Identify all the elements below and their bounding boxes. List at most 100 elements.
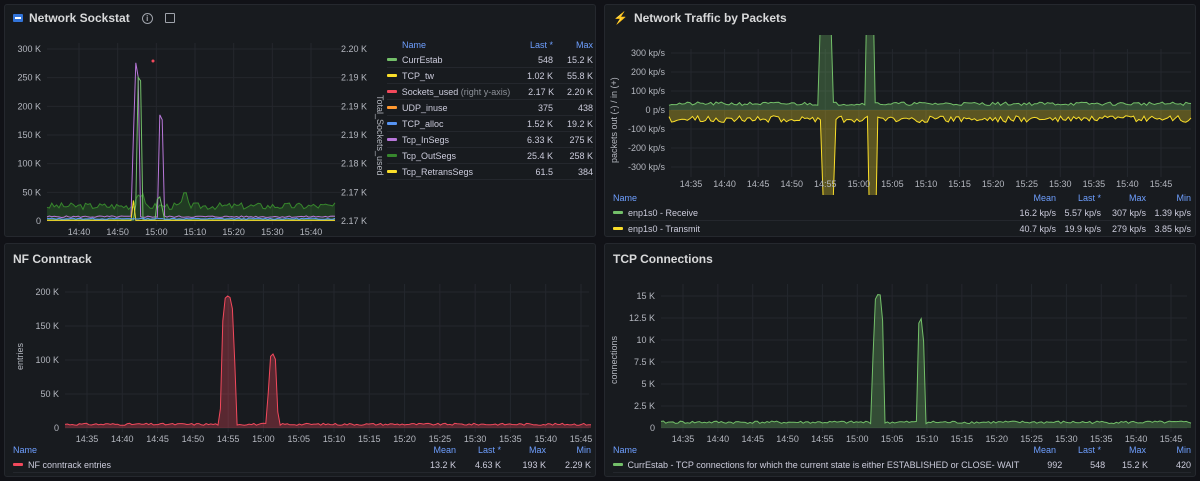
legend-row[interactable]: CurrEstab - TCP connections for which th… xyxy=(613,457,1191,473)
x-tick-label: 14:40 xyxy=(707,434,730,444)
legend-row[interactable]: UDP_inuse 375 438 xyxy=(387,100,593,116)
y-tick-label: 0 xyxy=(54,423,59,433)
y-tick-label: 300 K xyxy=(17,44,41,54)
legend-header-name[interactable]: Name xyxy=(613,444,638,455)
x-tick-label: 15:15 xyxy=(951,434,974,444)
legend-row[interactable]: enp1s0 - Receive 16.2 kp/s 5.57 kp/s 307 kp… xyxy=(613,205,1191,221)
x-tick-label: 14:35 xyxy=(680,179,703,189)
legend-mean: 992 xyxy=(1047,459,1063,470)
legend-header-name[interactable]: Name xyxy=(613,192,638,203)
series-swatch xyxy=(387,58,397,61)
x-tick-label: 15:45 xyxy=(1160,434,1183,444)
x-tick-label: 15:00 xyxy=(252,434,275,444)
legend-header-max[interactable]: Max xyxy=(1128,444,1146,455)
legend-header-max[interactable]: Max xyxy=(528,444,546,455)
legend-header-min[interactable]: Min xyxy=(1176,192,1191,203)
info-icon[interactable]: i xyxy=(141,12,153,24)
legend-header-max[interactable]: Max xyxy=(575,39,593,50)
tcp-graph[interactable]: 15 K 12.5 K 10 K 7.5 K 5 K 2.5 K 0 14:35 14:40 1… xyxy=(605,274,1195,444)
legend-header-last[interactable]: Last * xyxy=(529,39,553,50)
x-tick-label: 15:00 xyxy=(848,179,871,189)
panel-title[interactable]: NF Conntrack xyxy=(13,252,92,266)
legend-min: 2.29 K xyxy=(564,459,591,470)
x-tick-label: 15:25 xyxy=(1015,179,1038,189)
legend-header-last[interactable]: Last * xyxy=(1077,444,1101,455)
y-tick-label: 50 K xyxy=(22,187,41,197)
document-icon[interactable] xyxy=(164,13,175,23)
legend-row[interactable]: TCP_tw 1.02 K 55.8 K xyxy=(387,68,593,84)
series-swatch xyxy=(613,227,623,230)
legend-max: 2.20 K xyxy=(566,86,594,97)
x-tick-label: 15:30 xyxy=(464,434,487,444)
legend-max: 55.8 K xyxy=(566,70,593,81)
legend-series-name: enp1s0 - Transmit xyxy=(628,223,701,234)
x-tick-label: 15:15 xyxy=(948,179,971,189)
legend-max: 384 xyxy=(577,166,593,177)
panel-title[interactable]: ⚡ Network Traffic by Packets xyxy=(613,11,787,25)
y-tick-label: 150 K xyxy=(17,130,41,140)
legend-max: 15.2 K xyxy=(566,54,593,65)
panel-nf-conntrack: NF Conntrack 200 K 150 K 100 K 50 K 0 14:35 1… xyxy=(4,243,596,477)
dashboard-badge-icon xyxy=(13,14,23,22)
sockstat-legend: Name Last * Max CurrEstab 548 15.2 K TCP_t… xyxy=(387,37,593,180)
y-tick-label: 200 kp/s xyxy=(631,67,666,77)
legend-header-name[interactable]: Name xyxy=(402,39,427,50)
legend-row[interactable]: enp1s0 - Transmit 40.7 kp/s 19.9 kp/s 279 k… xyxy=(613,221,1191,236)
legend-header-last[interactable]: Last * xyxy=(477,444,501,455)
sockstat-graph[interactable]: 300 K 250 K 200 K 150 K 100 K 50 K 0 2.20 K 2.1… xyxy=(5,35,385,235)
y-axis-label: connections xyxy=(609,335,619,384)
x-tick-label: 15:05 xyxy=(881,179,904,189)
y-tick-label: 100 K xyxy=(17,159,41,169)
transmit-line xyxy=(668,114,1192,195)
series-swatch xyxy=(13,463,23,466)
series-swatch xyxy=(613,463,623,466)
tcp-insegs-line xyxy=(46,62,336,219)
legend-header-mean[interactable]: Mean xyxy=(1033,444,1056,455)
conntrack-graph[interactable]: 200 K 150 K 100 K 50 K 0 14:35 14:40 14:45 14:5… xyxy=(5,274,595,444)
x-tick-label: 15:40 xyxy=(1125,434,1148,444)
legend-last: 25.4 K xyxy=(526,150,553,161)
x-tick-label: 14:45 xyxy=(741,434,764,444)
traffic-graph[interactable]: 300 kp/s 200 kp/s 100 kp/s 0 p/s -100 kp/s -2… xyxy=(605,35,1195,195)
x-tick-label: 15:25 xyxy=(429,434,452,444)
x-tick-label: 15:30 xyxy=(261,227,284,235)
legend-max: 307 kp/s xyxy=(1111,207,1146,218)
legend-header-last[interactable]: Last * xyxy=(1077,192,1101,203)
panel-title[interactable]: Network Sockstat i xyxy=(13,11,175,25)
legend-header-mean[interactable]: Mean xyxy=(433,444,456,455)
y-tick-label: 200 K xyxy=(35,287,59,297)
legend-row[interactable]: TCP_alloc 1.52 K 19.2 K xyxy=(387,116,593,132)
currestab-line xyxy=(660,294,1192,425)
x-tick-label: 15:35 xyxy=(1083,179,1106,189)
legend-min: 420 xyxy=(1175,459,1191,470)
legend-series-name: Tcp_InSegs xyxy=(402,134,450,145)
y-tick-label: 15 K xyxy=(636,291,655,301)
x-tick-label: 15:05 xyxy=(287,434,310,444)
legend-row[interactable]: NF conntrack entries 13.2 K 4.63 K 193 K 2.2… xyxy=(13,457,591,473)
legend-header-max[interactable]: Max xyxy=(1128,192,1146,203)
y-tick-label: 200 K xyxy=(17,101,41,111)
legend-mean: 13.2 K xyxy=(429,459,456,470)
legend-header-mean[interactable]: Mean xyxy=(1033,192,1056,203)
legend-row[interactable]: Tcp_InSegs 6.33 K 275 K xyxy=(387,132,593,148)
y-tick-label: 150 K xyxy=(35,321,59,331)
x-tick-label: 15:00 xyxy=(145,227,168,235)
y-tick-label: 2.5 K xyxy=(634,401,655,411)
legend-last: 548 xyxy=(1090,459,1106,470)
panel-title[interactable]: TCP Connections xyxy=(613,252,713,266)
x-tick-label: 15:10 xyxy=(323,434,346,444)
y-tick-label: 300 kp/s xyxy=(631,48,666,58)
x-tick-label: 14:40 xyxy=(713,179,736,189)
legend-header-name[interactable]: Name xyxy=(13,444,38,455)
x-tick-label: 15:10 xyxy=(916,434,939,444)
legend-row[interactable]: CurrEstab 548 15.2 K xyxy=(387,52,593,68)
legend-header-min[interactable]: Min xyxy=(1176,444,1191,455)
sockets-used-point xyxy=(151,59,155,63)
x-tick-label: 15:45 xyxy=(570,434,593,444)
legend-row[interactable]: Tcp_OutSegs 25.4 K 258 K xyxy=(387,148,593,164)
legend-header-min[interactable]: Min xyxy=(576,444,591,455)
x-tick-label: 15:40 xyxy=(1116,179,1139,189)
legend-series-name: TCP_alloc xyxy=(402,118,444,129)
legend-row[interactable]: Sockets_used (right y-axis) 2.17 K 2.20 K xyxy=(387,84,593,100)
legend-row[interactable]: Tcp_RetransSegs 61.5 384 xyxy=(387,164,593,180)
